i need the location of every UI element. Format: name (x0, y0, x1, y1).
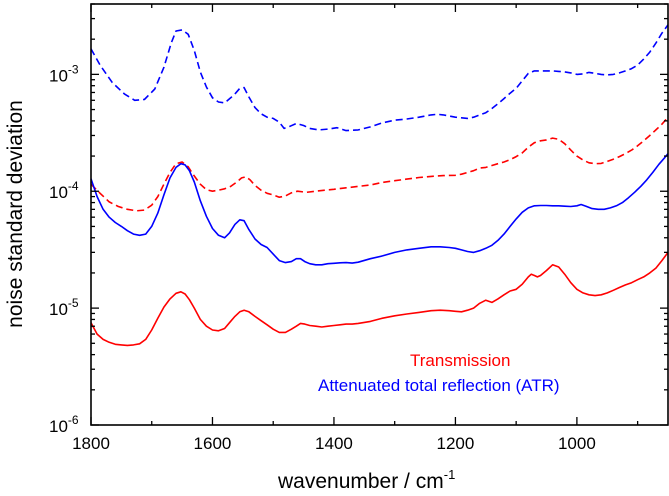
legend-atr: Attenuated total reflection (ATR) (318, 376, 560, 395)
series-line-0 (90, 24, 669, 132)
series-line-2 (90, 153, 669, 266)
y-tick-label: 10-3 (49, 62, 79, 85)
legend: Transmission Attenuated total reflection… (318, 351, 560, 395)
x-tick-label: 1800 (72, 434, 110, 453)
series-line-1 (90, 116, 669, 212)
y-tick-label: 10-5 (49, 296, 79, 319)
y-tick-labels: 10-6 10-5 10-4 10-3 (49, 62, 79, 436)
x-tick-label: 1400 (315, 434, 353, 453)
y-tick-label: 10-4 (49, 179, 79, 202)
x-tick-label: 1000 (558, 434, 596, 453)
axis-ticks (90, 3, 668, 426)
y-axis-title: noise standard deviation (4, 100, 27, 328)
plot-frame (90, 3, 669, 426)
y-tick-label: 10-6 (49, 413, 79, 436)
x-tick-labels: 1800 1600 1400 1200 1000 (72, 434, 596, 453)
x-axis-title: wavenumber / cm-1 (277, 467, 455, 493)
series-line-3 (90, 251, 669, 347)
x-tick-label: 1600 (194, 434, 232, 453)
plot-lines (90, 24, 669, 347)
x-tick-label: 1200 (437, 434, 475, 453)
legend-transmission: Transmission (410, 351, 510, 370)
